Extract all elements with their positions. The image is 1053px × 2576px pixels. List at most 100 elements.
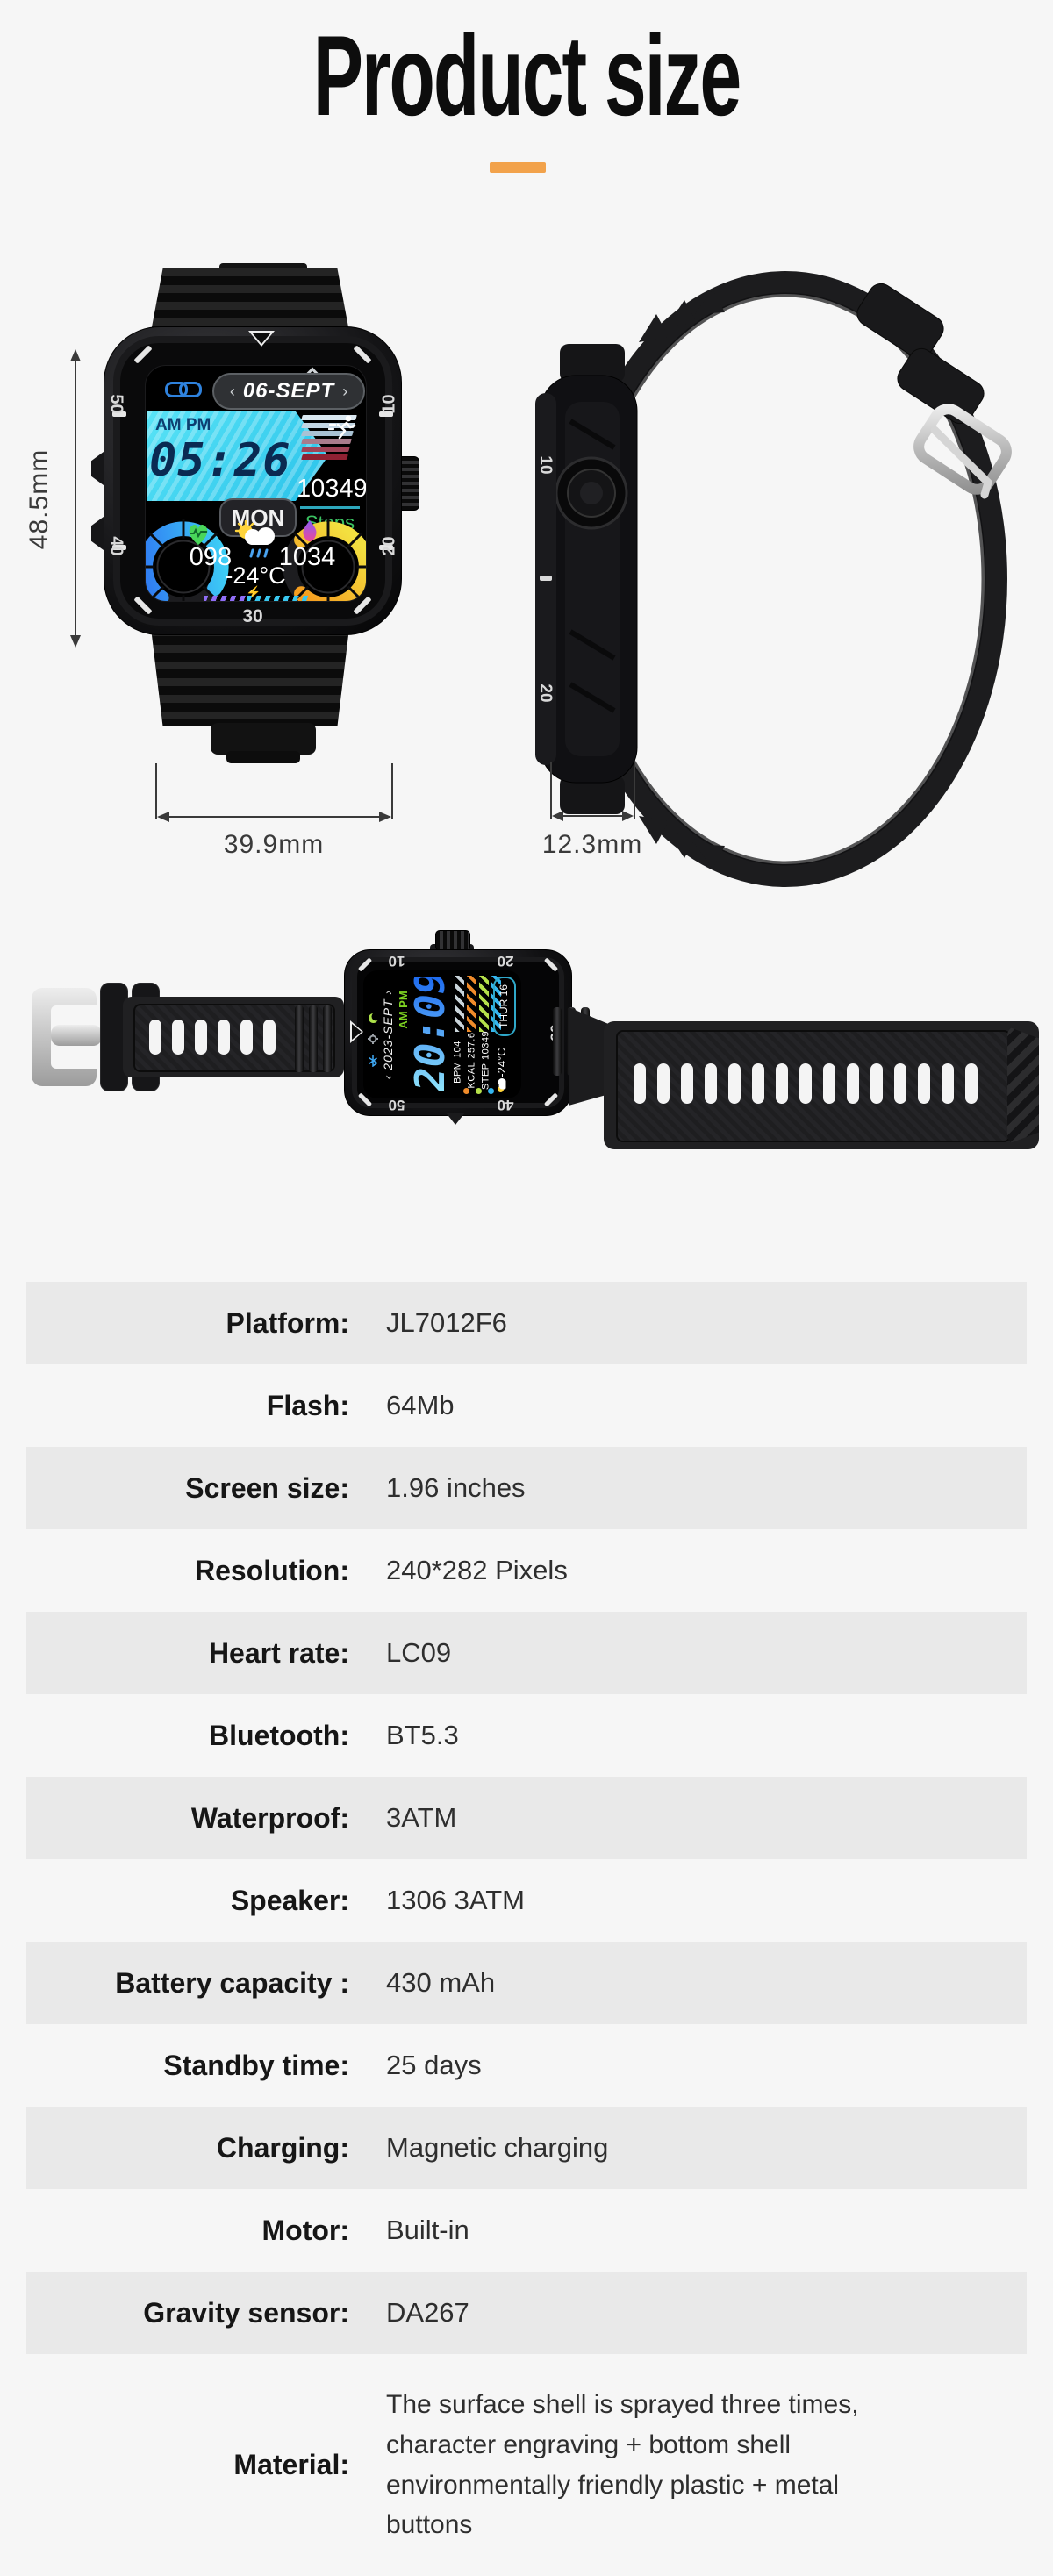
weather-mini-icon (498, 1078, 506, 1092)
stat-bar-blue (491, 976, 501, 1032)
bezel-number: 10 (379, 394, 399, 414)
dimension-height-label: 48.5mm (25, 448, 54, 550)
right-gauge (283, 519, 366, 601)
bezel-number: 10 (388, 953, 405, 970)
flat-watch-screen: ‹ 2023-SEPT › AM PM 20:09 BPM 104 KCAL 2… (363, 970, 521, 1098)
spec-value: 3ATM (386, 1802, 457, 1833)
spec-value: 240*282 Pixels (386, 1555, 568, 1585)
spec-row: Charging: Magnetic charging (26, 2107, 1027, 2189)
flat-crown-button (435, 930, 470, 951)
link-icon (165, 380, 204, 399)
spec-row: Resolution: 240*282 Pixels (26, 1529, 1027, 1612)
bezel-number: 20 (379, 536, 399, 556)
bezel-number: 30 (242, 606, 263, 626)
spec-row: Motor: Built-in (26, 2189, 1027, 2272)
chevron-right-icon: › (342, 383, 348, 400)
spec-row: Platform: JL7012F6 (26, 1282, 1027, 1364)
watch-date: 06-SEPT (242, 379, 335, 403)
spec-row: Bluetooth: BT5.3 (26, 1694, 1027, 1777)
spec-value: 1306 3ATM (386, 1885, 525, 1915)
stat-bar-orange (467, 976, 476, 1032)
spec-value: 25 days (386, 2050, 482, 2080)
dimension-width-label: 39.9mm (223, 830, 325, 859)
time-panel: AM PM 05:26 (147, 411, 328, 501)
date-pill: ‹ 06-SEPT › (212, 373, 365, 410)
runner-icon (328, 415, 356, 440)
bpm-dot-icon (463, 1088, 469, 1094)
front-watch-strap-top (151, 268, 349, 332)
buckle-pin (930, 426, 993, 499)
flat-buckle-pin (51, 1025, 102, 1046)
bezel-number: 40 (106, 536, 126, 556)
watch-time: 05:26 (149, 434, 291, 487)
spec-label: Gravity sensor: (143, 2296, 349, 2329)
spec-row-material: Material: The surface shell is sprayed t… (26, 2354, 1027, 2576)
spec-label: Screen size: (185, 1471, 349, 1504)
bezel-number: 40 (497, 1097, 514, 1113)
moon-icon (369, 1013, 379, 1023)
spec-label: Platform: (226, 1306, 349, 1339)
spec-value: 64Mb (386, 1390, 455, 1420)
spec-row: Standby time: 25 days (26, 2024, 1027, 2107)
side-watch: 10 20 (535, 271, 1012, 887)
spec-label: Standby time: (163, 2049, 349, 2081)
heart-icon (189, 524, 208, 545)
flat-watch-time: 20:09 (406, 970, 454, 1091)
progress-stripes-cyan (247, 596, 309, 601)
bluetooth-icon (369, 1055, 378, 1067)
steps-stat: STEP 10349 (480, 1030, 491, 1091)
spec-table: Platform: JL7012F6 Flash: 64Mb Screen si… (26, 1282, 1027, 2576)
day-pill: MON (219, 498, 297, 537)
spec-value: 430 mAh (386, 1967, 496, 1998)
spec-value: Built-in (386, 2215, 469, 2245)
spec-value: BT5.3 (386, 1720, 459, 1750)
steps-value: 10349 (297, 475, 367, 503)
spec-value: Magnetic charging (386, 2132, 609, 2163)
kcal-stat: KCAL 257.6 (466, 1032, 477, 1089)
kcal-dot-icon (476, 1088, 482, 1094)
side-bezel-number-upper: 10 (536, 455, 555, 474)
bpm-stat: BPM 104 (452, 1041, 463, 1084)
spec-row: Battery capacity : 430 mAh (26, 1942, 1027, 2024)
flat-watch-date: ‹ 2023-SEPT › (381, 989, 395, 1080)
page-title: Product size (312, 11, 741, 140)
spec-value: 1.96 inches (386, 1472, 526, 1503)
spec-label: Battery capacity : (115, 1966, 349, 1999)
ampm-label: AM PM (155, 416, 211, 434)
spec-row: Screen size: 1.96 inches (26, 1447, 1027, 1529)
flat-day-pill: THUR 16 (493, 977, 516, 1036)
bezel-number: 20 (497, 953, 514, 970)
stat-bar-green (479, 976, 489, 1032)
spec-row: Waterproof: 3ATM (26, 1777, 1027, 1859)
pressure-value: 1034 (278, 543, 336, 571)
spec-value: LC09 (386, 1637, 452, 1668)
spec-label: Material: (233, 2449, 349, 2480)
spec-label: Heart rate: (208, 1636, 349, 1669)
spec-value: JL7012F6 (386, 1307, 507, 1338)
front-watch-strap-bottom (151, 628, 349, 726)
spec-row: Gravity sensor: DA267 (26, 2272, 1027, 2354)
stat-bar-silver (455, 976, 464, 1032)
chevron-left-icon: ‹ (229, 383, 235, 400)
bezel-number: 50 (106, 394, 126, 414)
strap-keeper (856, 283, 944, 360)
spec-row: Flash: 64Mb (26, 1364, 1027, 1447)
heart-rate-value: 098 (189, 543, 233, 571)
buckle (913, 404, 1012, 495)
dimension-thickness-label: 12.3mm (541, 830, 643, 859)
strap-keeper (897, 347, 985, 425)
spec-label: Waterproof: (190, 1801, 349, 1834)
spec-label: Motor: (261, 2214, 349, 2246)
spec-value: The surface shell is sprayed three times… (386, 2390, 859, 2540)
spec-label: Resolution: (195, 1554, 349, 1586)
spec-row: Heart rate: LC09 (26, 1612, 1027, 1694)
left-side-button-lower (91, 514, 107, 553)
spec-row: Speaker: 1306 3ATM (26, 1859, 1027, 1942)
side-bezel-number-lower: 20 (536, 683, 555, 702)
front-watch-screen: ‹ 06-SEPT › AM PM 05:26 (145, 365, 367, 602)
spec-label: Speaker: (230, 1884, 349, 1916)
gear-icon (368, 1034, 378, 1044)
temperature-value: -24°C (225, 562, 286, 589)
weather-icon (234, 520, 275, 558)
